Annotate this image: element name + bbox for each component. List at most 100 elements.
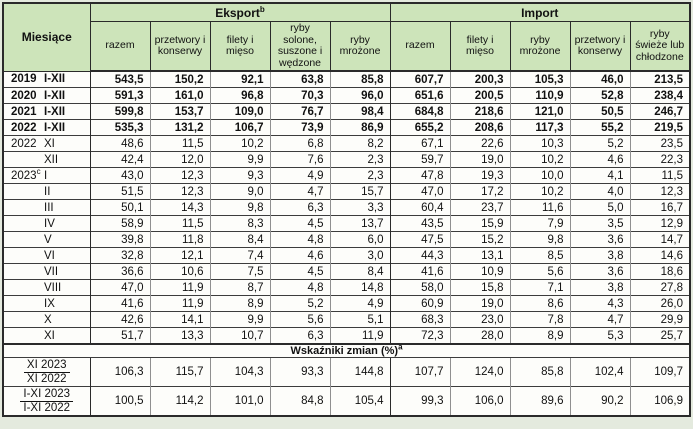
index-value-cell: 107,7 bbox=[389, 357, 450, 387]
value-cell: 12,9 bbox=[629, 215, 690, 232]
value-cell: 14,8 bbox=[329, 279, 390, 296]
value-cell: 48,6 bbox=[89, 135, 150, 152]
value-cell: 19,0 bbox=[449, 295, 510, 312]
value-cell: 39,8 bbox=[89, 231, 150, 248]
value-cell: 19,0 bbox=[449, 151, 510, 168]
value-cell: 52,8 bbox=[569, 87, 630, 104]
value-cell: 15,2 bbox=[449, 231, 510, 248]
indices-body: XI 2023 XI 2022 106,3 115,7 104,3 93,3 144,8 10… bbox=[2, 357, 690, 416]
value-cell: 7,8 bbox=[509, 311, 570, 328]
value-cell: 5,1 bbox=[329, 311, 390, 328]
month-label: III bbox=[44, 201, 54, 214]
export-col-mrozone: ryby mrożone bbox=[329, 21, 391, 72]
index-value-cell: 124,0 bbox=[449, 357, 510, 387]
value-cell: 23,0 bbox=[449, 311, 510, 328]
value-cell: 8,4 bbox=[329, 263, 390, 280]
index-value-cell: 85,8 bbox=[509, 357, 570, 387]
value-cell: 5,6 bbox=[269, 311, 330, 328]
value-cell: 4,8 bbox=[269, 279, 330, 296]
period-ratio-cell: XI 2023 XI 2022 bbox=[2, 357, 90, 387]
period-cell: V bbox=[2, 231, 90, 248]
value-cell: 11,6 bbox=[509, 199, 570, 216]
value-cell: 12,3 bbox=[149, 167, 210, 184]
value-cell: 4,5 bbox=[269, 215, 330, 232]
value-cell: 15,8 bbox=[449, 279, 510, 296]
value-cell: 6,8 bbox=[269, 135, 330, 152]
year-label: 2023c bbox=[11, 167, 41, 182]
period-cell: 2019 I-XII bbox=[2, 70, 90, 88]
value-cell: 8,7 bbox=[209, 279, 270, 296]
value-cell: 599,8 bbox=[89, 103, 150, 120]
index-value-cell: 114,2 bbox=[149, 386, 210, 416]
value-cell: 651,6 bbox=[389, 87, 450, 104]
value-cell: 18,6 bbox=[629, 263, 690, 280]
table-row: 2021 I-XII 599,8 153,7 109,0 76,7 98,4 684,8 218… bbox=[2, 103, 690, 120]
period-cell: 2022 XI bbox=[2, 135, 90, 152]
value-cell: 12,0 bbox=[149, 151, 210, 168]
value-cell: 7,6 bbox=[269, 151, 330, 168]
value-cell: 92,1 bbox=[209, 70, 270, 88]
value-cell: 4,6 bbox=[269, 247, 330, 264]
value-cell: 9,8 bbox=[509, 231, 570, 248]
period-cell: VII bbox=[2, 263, 90, 280]
value-cell: 9,3 bbox=[209, 167, 270, 184]
export-col-razem: razem bbox=[89, 21, 151, 72]
export-col-przetwory: przetwory i konserwy bbox=[149, 21, 211, 72]
month-label: I bbox=[44, 169, 48, 182]
month-label: II bbox=[44, 185, 51, 198]
value-cell: 14,7 bbox=[629, 231, 690, 248]
value-cell: 25,7 bbox=[629, 327, 690, 344]
value-cell: 3,8 bbox=[569, 279, 630, 296]
import-col-swieze: ryby świeże lub chłodzone bbox=[629, 21, 691, 72]
value-cell: 10,2 bbox=[509, 183, 570, 200]
value-cell: 6,0 bbox=[329, 231, 390, 248]
value-cell: 16,7 bbox=[629, 199, 690, 216]
period-cell: 2020 I-XII bbox=[2, 87, 90, 104]
value-cell: 14,3 bbox=[149, 199, 210, 216]
indices-section: Wskaźniki zmian (%)a bbox=[2, 343, 690, 358]
value-cell: 106,7 bbox=[209, 119, 270, 136]
period-cell: 2022 I-XII bbox=[2, 119, 90, 136]
value-cell: 4,8 bbox=[269, 231, 330, 248]
import-group-header: Import bbox=[389, 2, 691, 22]
month-label: VII bbox=[44, 265, 59, 278]
value-cell: 10,3 bbox=[509, 135, 570, 152]
value-cell: 44,3 bbox=[389, 247, 450, 264]
value-cell: 109,0 bbox=[209, 103, 270, 120]
table-row: 2019 I-XII 543,5 150,2 92,1 63,8 85,8 607,7 200,… bbox=[2, 70, 690, 88]
value-cell: 5,0 bbox=[569, 199, 630, 216]
value-cell: 41,6 bbox=[89, 295, 150, 312]
index-value-cell: 144,8 bbox=[329, 357, 390, 387]
value-cell: 11,8 bbox=[149, 231, 210, 248]
value-cell: 2,3 bbox=[329, 151, 390, 168]
value-cell: 14,6 bbox=[629, 247, 690, 264]
index-row: I-XI 2023 I-XI 2022 100,5 114,2 101,0 84,8 105… bbox=[2, 386, 690, 416]
value-cell: 76,7 bbox=[269, 103, 330, 120]
value-cell: 41,6 bbox=[389, 263, 450, 280]
month-label: VIII bbox=[44, 281, 62, 294]
value-cell: 5,6 bbox=[509, 263, 570, 280]
period-ratio-cell: I-XI 2023 I-XI 2022 bbox=[2, 386, 90, 416]
index-value-cell: 89,6 bbox=[509, 386, 570, 416]
value-cell: 591,3 bbox=[89, 87, 150, 104]
value-cell: 105,3 bbox=[509, 70, 570, 88]
value-cell: 28,0 bbox=[449, 327, 510, 344]
value-cell: 2,3 bbox=[329, 167, 390, 184]
value-cell: 23,7 bbox=[449, 199, 510, 216]
value-cell: 153,7 bbox=[149, 103, 210, 120]
value-cell: 47,5 bbox=[389, 231, 450, 248]
index-value-cell: 106,0 bbox=[449, 386, 510, 416]
index-value-cell: 102,4 bbox=[569, 357, 630, 387]
value-cell: 219,5 bbox=[629, 119, 690, 136]
value-cell: 655,2 bbox=[389, 119, 450, 136]
value-cell: 5,2 bbox=[269, 295, 330, 312]
period-cell: IX bbox=[2, 295, 90, 312]
index-value-cell: 106,9 bbox=[629, 386, 690, 416]
indices-footnote-sup: a bbox=[398, 344, 403, 352]
month-label: XII bbox=[44, 153, 59, 166]
column-header-row: razem przetwory i konserwy filety i mięs… bbox=[3, 21, 691, 72]
export-footnote-sup: b bbox=[259, 4, 265, 14]
import-col-filety: filety i mięso bbox=[449, 21, 511, 72]
value-cell: 4,7 bbox=[269, 183, 330, 200]
month-label: I-XII bbox=[44, 73, 66, 86]
